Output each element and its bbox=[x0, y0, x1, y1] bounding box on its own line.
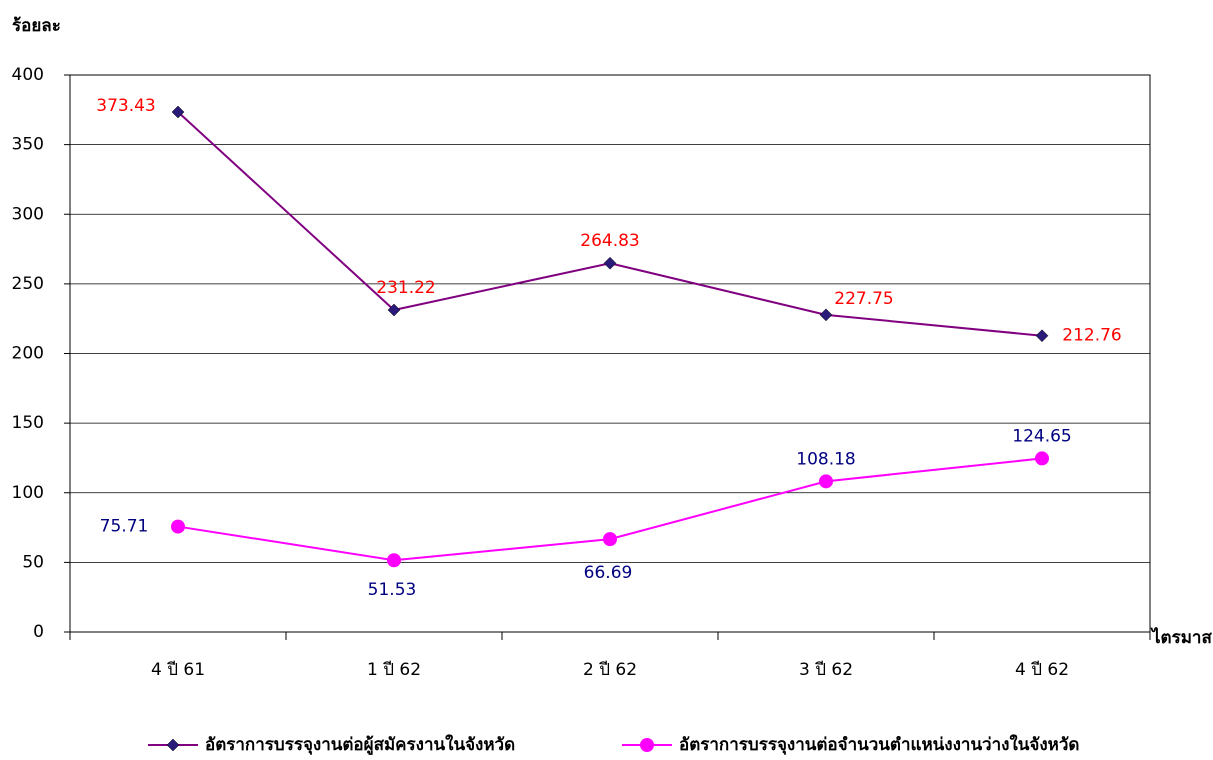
y-tick-label: 50 bbox=[22, 552, 44, 572]
point bbox=[1035, 451, 1049, 466]
point bbox=[1035, 329, 1049, 343]
point bbox=[387, 553, 401, 568]
x-axis-label: ไตรมาส bbox=[1150, 627, 1212, 648]
x-tick-label: 4 ปี 61 bbox=[151, 660, 205, 680]
data-label: 124.65 bbox=[1012, 426, 1071, 446]
point bbox=[171, 519, 185, 534]
legend-marker bbox=[640, 738, 654, 752]
point bbox=[603, 256, 617, 270]
y-axis-label: ร้อยละ bbox=[12, 16, 61, 36]
y-tick-label: 400 bbox=[12, 65, 44, 85]
data-label: 66.69 bbox=[584, 563, 633, 583]
data-label: 264.83 bbox=[580, 231, 639, 251]
y-tick-label: 250 bbox=[12, 274, 44, 294]
plot-border bbox=[69, 74, 1151, 633]
data-label: 108.18 bbox=[796, 449, 855, 469]
y-tick-label: 150 bbox=[12, 413, 44, 433]
x-tick-label: 1 ปี 62 bbox=[367, 660, 421, 680]
x-tick-label: 3 ปี 62 bbox=[799, 660, 853, 680]
legend-label: อัตราการบรรจุงานต่อจำนวนตำแหน่งงานว่างใน… bbox=[679, 734, 1079, 755]
data-label: 51.53 bbox=[368, 580, 417, 600]
data-label: 373.43 bbox=[96, 96, 155, 116]
x-tick-label: 4 ปี 62 bbox=[1015, 660, 1069, 680]
point bbox=[387, 303, 401, 317]
data-label: 231.22 bbox=[376, 278, 435, 298]
x-tick-label: 2 ปี 62 bbox=[583, 660, 637, 680]
point bbox=[171, 105, 185, 119]
point bbox=[819, 308, 833, 322]
data-label: 212.76 bbox=[1062, 326, 1121, 346]
legend-label: อัตราการบรรจุงานต่อผู้สมัครงานในจังหวัด bbox=[205, 734, 515, 756]
y-tick-label: 0 bbox=[33, 622, 44, 642]
point bbox=[819, 474, 833, 489]
point bbox=[603, 532, 617, 547]
y-tick-label: 350 bbox=[12, 135, 44, 155]
legend-marker bbox=[166, 738, 180, 752]
data-label: 227.75 bbox=[834, 289, 893, 309]
y-tick-label: 300 bbox=[12, 204, 44, 224]
y-tick-label: 100 bbox=[12, 483, 44, 503]
y-tick-label: 200 bbox=[12, 344, 44, 364]
data-label: 75.71 bbox=[100, 517, 149, 537]
line bbox=[177, 111, 1043, 337]
